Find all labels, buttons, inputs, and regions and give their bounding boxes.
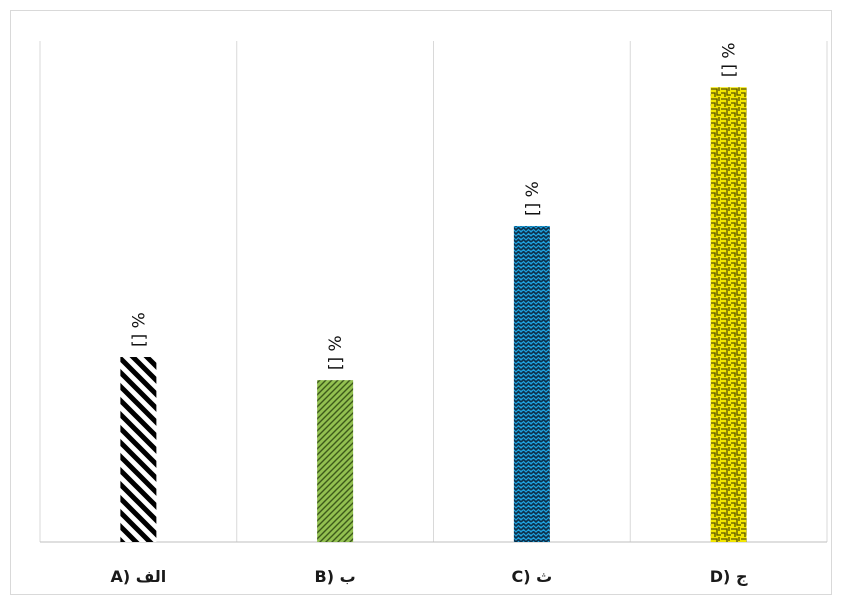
data-label-4: [] % bbox=[720, 42, 740, 77]
data-labels: [] % [] % [] % [] % bbox=[129, 42, 739, 370]
bar-4 bbox=[710, 87, 747, 542]
bar-1 bbox=[120, 357, 157, 542]
category-label-4: D) ج bbox=[710, 567, 748, 586]
bar-3 bbox=[513, 225, 550, 542]
data-label-3: [] % bbox=[523, 181, 543, 216]
bar-chart: [] % [] % [] % [] % A) الف B) ب C) ث D) ج bbox=[39, 41, 828, 586]
data-label-1: [] % bbox=[129, 312, 149, 347]
chart-frame: [] % [] % [] % [] % A) الف B) ب C) ث D) ج bbox=[10, 10, 832, 595]
category-label-2: B) ب bbox=[315, 567, 356, 586]
category-dividers bbox=[39, 41, 828, 543]
bar-2 bbox=[317, 380, 354, 542]
category-label-3: C) ث bbox=[512, 567, 553, 586]
category-label-1: A) الف bbox=[110, 567, 166, 586]
category-axis-labels: A) الف B) ب C) ث D) ج bbox=[110, 567, 747, 586]
data-label-2: [] % bbox=[326, 335, 346, 370]
bars bbox=[120, 87, 747, 542]
